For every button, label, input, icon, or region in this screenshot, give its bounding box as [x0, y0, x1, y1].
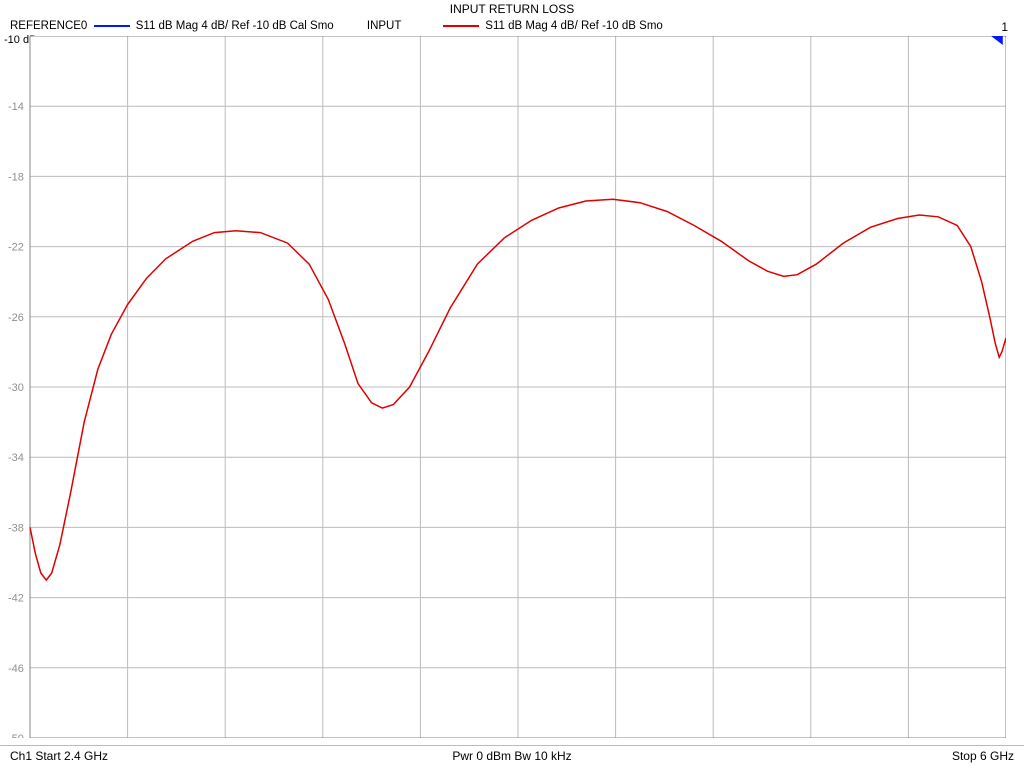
- legend-trace2-label: INPUT: [367, 20, 437, 32]
- marker-number: 1: [1001, 20, 1008, 34]
- ytick-label: -50: [8, 733, 24, 738]
- status-stop: Stop 6 GHz: [952, 749, 1014, 763]
- ytick-label: -30: [8, 382, 24, 394]
- ytick-label: -26: [8, 312, 24, 324]
- ytick-label: -42: [8, 593, 24, 605]
- legend-trace2-desc: S11 dB Mag 4 dB/ Ref -10 dB Smo: [485, 20, 663, 32]
- legend-trace2: INPUT S11 dB Mag 4 dB/ Ref -10 dB Smo: [367, 20, 693, 32]
- ytick-label: -22: [8, 242, 24, 254]
- legend-trace1: REFERENCE0 S11 dB Mag 4 dB/ Ref -10 dB C…: [10, 20, 364, 32]
- ytick-label: -14: [8, 101, 24, 113]
- legend-trace1-desc: S11 dB Mag 4 dB/ Ref -10 dB Cal Smo: [136, 20, 334, 32]
- legend-row: REFERENCE0 S11 dB Mag 4 dB/ Ref -10 dB C…: [10, 20, 1010, 32]
- legend-trace1-label: REFERENCE0: [10, 20, 87, 32]
- chart-title: INPUT RETURN LOSS: [0, 2, 1024, 16]
- vna-screenshot: INPUT RETURN LOSS REFERENCE0 S11 dB Mag …: [0, 0, 1024, 768]
- legend-trace1-line: [94, 25, 130, 27]
- ytick-label: -18: [8, 171, 24, 183]
- legend-trace2-line: [443, 25, 479, 27]
- ytick-label: -34: [8, 452, 24, 464]
- ytick-label: -38: [8, 522, 24, 534]
- status-bar: Ch1 Start 2.4 GHz Pwr 0 dBm Bw 10 kHz St…: [0, 745, 1024, 768]
- chart-plot: -14 -18 -22 -26 -30 -34 -38 -42 -46 -50: [6, 36, 1006, 738]
- status-center: Pwr 0 dBm Bw 10 kHz: [0, 749, 1024, 763]
- ytick-label: -46: [8, 663, 24, 675]
